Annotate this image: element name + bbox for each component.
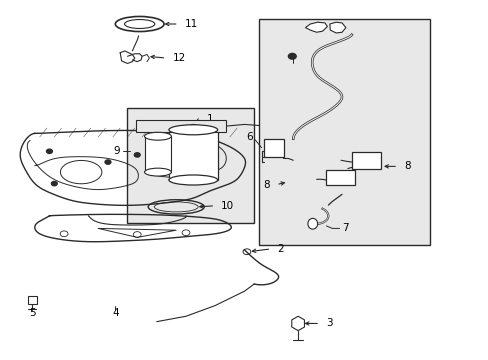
Text: 1: 1 xyxy=(206,114,213,124)
Text: 8: 8 xyxy=(263,180,270,190)
Bar xyxy=(259,19,429,244)
Ellipse shape xyxy=(168,175,217,185)
Text: 6: 6 xyxy=(246,132,253,142)
Text: 12: 12 xyxy=(172,53,185,63)
Text: 9: 9 xyxy=(113,146,120,156)
Circle shape xyxy=(105,160,111,164)
Circle shape xyxy=(168,154,174,159)
Ellipse shape xyxy=(144,132,171,140)
Text: 10: 10 xyxy=(221,201,234,211)
Circle shape xyxy=(288,53,296,59)
Text: 4: 4 xyxy=(112,308,119,318)
Bar xyxy=(351,152,380,169)
Text: 5: 5 xyxy=(29,308,36,318)
Text: 7: 7 xyxy=(341,224,348,233)
Bar xyxy=(127,108,254,223)
Polygon shape xyxy=(291,316,304,330)
Ellipse shape xyxy=(307,219,317,229)
Ellipse shape xyxy=(144,168,171,176)
Bar xyxy=(136,121,225,132)
Circle shape xyxy=(134,153,140,157)
Text: 2: 2 xyxy=(277,244,283,254)
Bar xyxy=(264,139,283,157)
Bar xyxy=(168,130,217,180)
Bar xyxy=(27,296,37,304)
Bar xyxy=(144,136,171,172)
Polygon shape xyxy=(305,22,327,32)
Circle shape xyxy=(46,149,52,153)
Text: 11: 11 xyxy=(184,19,197,29)
Ellipse shape xyxy=(168,125,217,135)
Text: 8: 8 xyxy=(403,161,410,171)
Text: 3: 3 xyxy=(325,319,332,328)
Bar xyxy=(326,170,354,185)
Circle shape xyxy=(51,181,57,186)
Polygon shape xyxy=(329,22,345,33)
